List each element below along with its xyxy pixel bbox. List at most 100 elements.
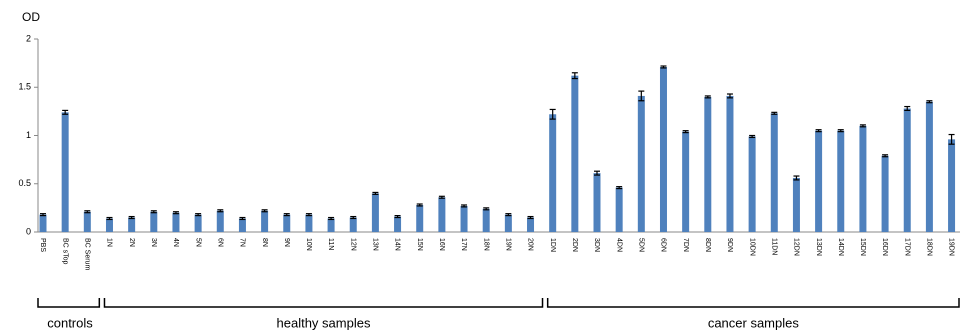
bar (504, 214, 512, 232)
error-bar (505, 213, 512, 217)
error-bar (40, 213, 46, 217)
bar (682, 131, 690, 232)
bar (527, 217, 535, 232)
bar (770, 113, 778, 232)
bar (460, 205, 468, 232)
error-bar (682, 130, 689, 134)
x-tick-label: 11DN (770, 238, 777, 255)
bar (881, 155, 889, 232)
y-tick-label: 0 (26, 226, 31, 236)
x-tick-label: 14DN (837, 238, 844, 256)
x-tick-label: 7DN (682, 238, 689, 252)
error-bar (217, 209, 224, 213)
bar (39, 214, 47, 232)
error-bar (172, 211, 179, 215)
error-bar (638, 90, 645, 102)
x-tick-label: 11N (327, 238, 334, 250)
y-tick-label: 2 (26, 33, 31, 43)
group-label: cancer samples (708, 315, 800, 330)
bar (948, 139, 956, 232)
error-bar (926, 100, 933, 104)
x-tick-label: 9N (283, 238, 290, 247)
x-tick-label: 13DN (815, 238, 822, 256)
error-bar (749, 134, 756, 139)
bar (704, 96, 712, 233)
bar (438, 197, 446, 232)
x-tick-label: 1N (106, 238, 113, 247)
x-tick-label: 19N (505, 238, 512, 251)
x-tick-label: 4DN (615, 238, 622, 252)
bar (748, 136, 756, 232)
y-tick-label: 1 (26, 130, 31, 140)
x-tick-label: 19DN (948, 238, 955, 256)
error-bar (195, 213, 202, 217)
bar (416, 204, 424, 232)
x-tick-label: 18N (482, 238, 489, 251)
x-tick-label: 18DN (926, 238, 933, 256)
x-tick-label: 1DN (549, 238, 556, 252)
error-bar (837, 129, 844, 133)
bar (903, 108, 911, 232)
x-tick-label: 10N (305, 238, 312, 251)
y-tick-label: 1.5 (18, 82, 31, 92)
error-bar (571, 72, 578, 80)
bar (925, 101, 933, 232)
bar (815, 130, 823, 232)
x-tick-label: 17N (460, 238, 467, 251)
error-bar (283, 213, 290, 217)
error-bar (793, 175, 800, 181)
error-bar (416, 203, 423, 207)
y-tick-label: 0.5 (18, 178, 31, 188)
group-bracket (546, 298, 960, 308)
error-bar (372, 191, 379, 195)
bar (549, 114, 557, 232)
x-tick-label: 5N (194, 238, 201, 247)
bar (637, 95, 645, 232)
bar (859, 125, 867, 232)
group-bracket (37, 298, 101, 308)
x-tick-label: PBS (39, 238, 46, 252)
bar (150, 211, 158, 232)
x-tick-label: BC sTop (61, 238, 68, 265)
error-bar (461, 204, 468, 208)
error-bar (904, 105, 911, 112)
error-bar (305, 213, 312, 217)
error-bar (106, 216, 113, 221)
x-tick-label: 12N (349, 238, 356, 251)
error-bar (84, 210, 91, 214)
error-bar (882, 154, 889, 158)
x-tick-label: 16N (438, 238, 445, 251)
bar (837, 130, 845, 232)
x-tick-label: 13N (372, 238, 379, 251)
bar (394, 216, 402, 232)
error-bar (815, 129, 822, 133)
bar (105, 218, 113, 232)
bar (128, 217, 136, 232)
error-bar (549, 108, 556, 120)
x-tick-label: 4N (172, 238, 179, 247)
bar (349, 217, 357, 232)
x-tick-label: 5DN (637, 238, 644, 252)
error-bar (62, 109, 69, 115)
error-bar (438, 195, 445, 199)
error-bar (239, 216, 246, 221)
x-tick-label: BC Serum (83, 238, 90, 270)
x-tick-label: 7N (239, 238, 246, 247)
error-bar (350, 215, 357, 220)
group-bracket (103, 298, 544, 308)
x-tick-label: 2DN (571, 238, 578, 252)
group-label: healthy samples (277, 315, 371, 330)
bar (792, 177, 800, 232)
x-tick-label: 3DN (593, 238, 600, 252)
bar (593, 173, 601, 232)
x-tick-label: 9DN (726, 238, 733, 252)
bar (83, 211, 91, 232)
x-tick-label: 15N (416, 238, 423, 251)
bar (571, 75, 579, 232)
error-bar (328, 216, 335, 221)
bar (615, 187, 623, 232)
error-bar (527, 215, 534, 220)
bar (261, 210, 269, 232)
error-bar (616, 186, 623, 190)
error-bar (261, 209, 268, 213)
